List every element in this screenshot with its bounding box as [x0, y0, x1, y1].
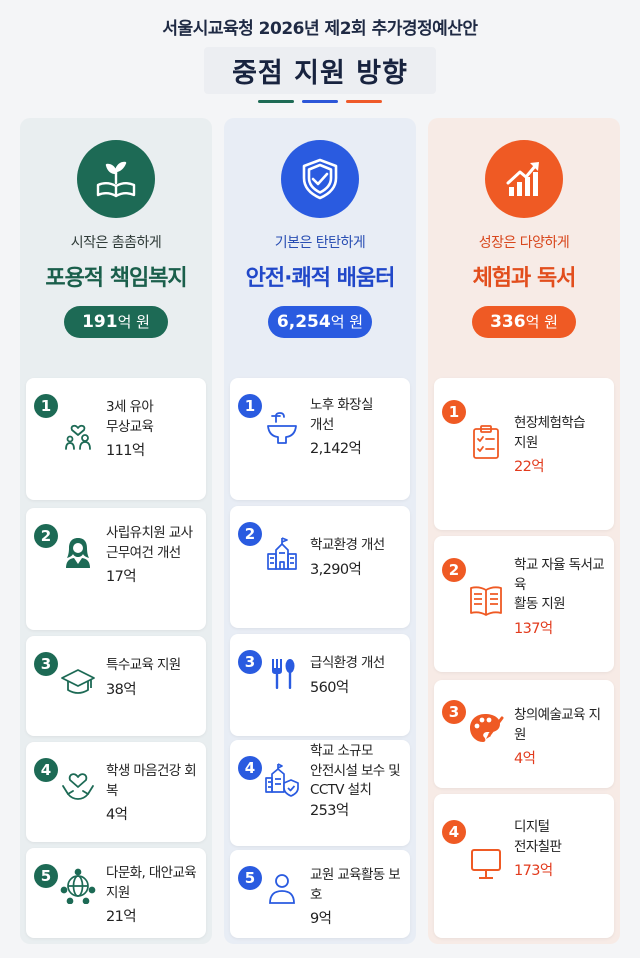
- item-label: 창의예술교육 지원: [514, 707, 601, 743]
- underline-orange: [346, 100, 382, 103]
- underline-blue: [302, 100, 338, 103]
- list-item: 5 교원 교육활동 보호 9억: [230, 850, 410, 938]
- column-heading: 체험과 독서: [472, 266, 577, 291]
- globe-people-icon: [60, 868, 96, 904]
- item-amount: 21억: [106, 909, 137, 926]
- item-number: 1: [442, 400, 466, 424]
- item-number: 5: [238, 866, 262, 890]
- item-number: 4: [238, 756, 262, 780]
- item-amount: 137억: [514, 620, 553, 637]
- item-number: 2: [238, 522, 262, 546]
- item-amount: 173억: [514, 863, 553, 880]
- item-label: 3세 유아 무상교육: [106, 399, 154, 435]
- list-item: 3 급식환경 개선 560억: [230, 634, 410, 736]
- list-item: 4 디지털 전자칠판 173억: [434, 794, 614, 938]
- item-label: 노후 화장실 개선: [310, 397, 373, 433]
- item-amount: 111억: [106, 443, 145, 460]
- list-item: 1 현장체험학습 지원 22억: [434, 378, 614, 530]
- list-item: 4 학교 소규모 안전시설 보수 및 CCTV 설치 253억: [230, 740, 410, 846]
- list-item: 2 학교환경 개선 3,290억: [230, 506, 410, 628]
- item-number: 1: [238, 394, 262, 418]
- page-title: 중점 지원 방향: [204, 47, 436, 94]
- item-label: 급식환경 개선: [310, 655, 385, 671]
- page-subtitle: 서울시교육청 2026년 제2회 추가경정예산안: [162, 19, 478, 39]
- item-number: 5: [34, 864, 58, 888]
- list-item: 1 3세 유아 무상교육 111억: [26, 378, 206, 500]
- school-building-icon: [267, 537, 297, 570]
- budget-unit: 억 원: [525, 313, 558, 331]
- list-item: 3 창의예술교육 지원 4억: [434, 680, 614, 788]
- fork-spoon-icon: [272, 659, 295, 689]
- header: 서울시교육청 2026년 제2회 추가경정예산안 중점 지원 방향: [0, 0, 640, 108]
- budget-amount: 191: [82, 312, 118, 332]
- column-heading: 포용적 책임복지: [45, 266, 187, 291]
- column-welfare: 시작은 촘촘하게 포용적 책임복지 191억 원 1 3세 유아 무상교육 11…: [20, 118, 212, 944]
- item-label: 디지털 전자칠판: [514, 819, 562, 855]
- item-number: 2: [442, 558, 466, 582]
- item-number: 4: [442, 820, 466, 844]
- list-item: 2 사립유치원 교사 근무여건 개선 17억: [26, 508, 206, 630]
- clipboard-check-icon: [473, 425, 499, 459]
- budget-badge: 336억 원: [472, 306, 576, 338]
- column-heading: 안전·쾌적 배움터: [245, 266, 396, 291]
- item-amount: 22억: [514, 459, 545, 476]
- item-amount: 9억: [310, 911, 332, 928]
- item-label: 교원 교육활동 보호: [310, 867, 401, 903]
- shield-check-icon: [281, 140, 359, 218]
- item-amount: 560억: [310, 679, 349, 696]
- underline-green: [258, 100, 294, 103]
- title-underline: [0, 100, 640, 103]
- list-item: 4 학생 마음건강 회복 4억: [26, 742, 206, 842]
- column-experience: 성장은 다양하게 체험과 독서 336억 원 1 현장체험학습 지원 22억 2: [428, 118, 620, 944]
- item-number: 2: [34, 524, 58, 548]
- item-label: 학교환경 개선: [310, 537, 385, 553]
- item-label: 학교 자율 독서교육 활동 지원: [514, 557, 605, 613]
- item-amount: 2,142억: [310, 441, 362, 458]
- list-item: 1 노후 화장실 개선 2,142억: [230, 378, 410, 500]
- open-book-icon: [470, 586, 502, 616]
- sink-faucet-icon: [267, 412, 297, 444]
- budget-unit: 억 원: [117, 313, 150, 331]
- columns: 시작은 촘촘하게 포용적 책임복지 191억 원 1 3세 유아 무상교육 11…: [20, 118, 620, 944]
- item-label: 사립유치원 교사 근무여건 개선: [106, 525, 193, 561]
- item-label: 특수교육 지원: [106, 657, 181, 673]
- item-number: 3: [238, 650, 262, 674]
- growth-chart-icon: [485, 140, 563, 218]
- column-tagline: 성장은 다양하게: [478, 235, 570, 251]
- item-amount: 3,290억: [310, 561, 362, 578]
- book-sprout-icon: [77, 140, 155, 218]
- list-item: 3 특수교육 지원 38억: [26, 636, 206, 736]
- item-label: 학생 마음건강 회복: [106, 763, 197, 799]
- budget-amount: 336: [490, 312, 526, 332]
- item-amount: 4억: [514, 751, 536, 768]
- budget-unit: 억 원: [330, 313, 364, 331]
- teacher-icon: [66, 538, 90, 568]
- item-label: 학교 소규모 안전시설 보수 및 CCTV 설치: [310, 743, 401, 799]
- item-amount: 4억: [106, 807, 128, 824]
- item-label: 다문화, 대안교육 지원: [106, 865, 197, 901]
- person-icon: [269, 874, 295, 904]
- column-safety: 기본은 탄탄하게 안전·쾌적 배움터 6,254억 원 1 노후 화장실 개선 …: [224, 118, 416, 944]
- school-shield-icon: [265, 763, 299, 797]
- item-number: 1: [34, 394, 58, 418]
- monitor-icon: [471, 849, 501, 879]
- item-number: 3: [34, 652, 58, 676]
- budget-badge: 6,254억 원: [268, 306, 372, 338]
- budget-badge: 191억 원: [64, 306, 168, 338]
- item-number: 4: [34, 758, 58, 782]
- list-item: 2 학교 자율 독서교육 활동 지원 137억: [434, 536, 614, 672]
- item-amount: 253억: [310, 802, 349, 819]
- palette-brush-icon: [470, 714, 504, 742]
- heart-hands-icon: [62, 773, 94, 800]
- graduation-cap-icon: [61, 669, 95, 694]
- item-label: 현장체험학습 지원: [514, 415, 586, 451]
- item-amount: 17억: [106, 569, 137, 586]
- parent-child-icon: [65, 424, 91, 450]
- item-amount: 38억: [106, 681, 137, 698]
- item-number: 3: [442, 700, 466, 724]
- column-tagline: 기본은 탄탄하게: [274, 235, 366, 251]
- column-tagline: 시작은 촘촘하게: [70, 235, 162, 251]
- budget-amount: 6,254: [276, 312, 331, 332]
- list-item: 5 다문화, 대안교육 지원 21억: [26, 848, 206, 938]
